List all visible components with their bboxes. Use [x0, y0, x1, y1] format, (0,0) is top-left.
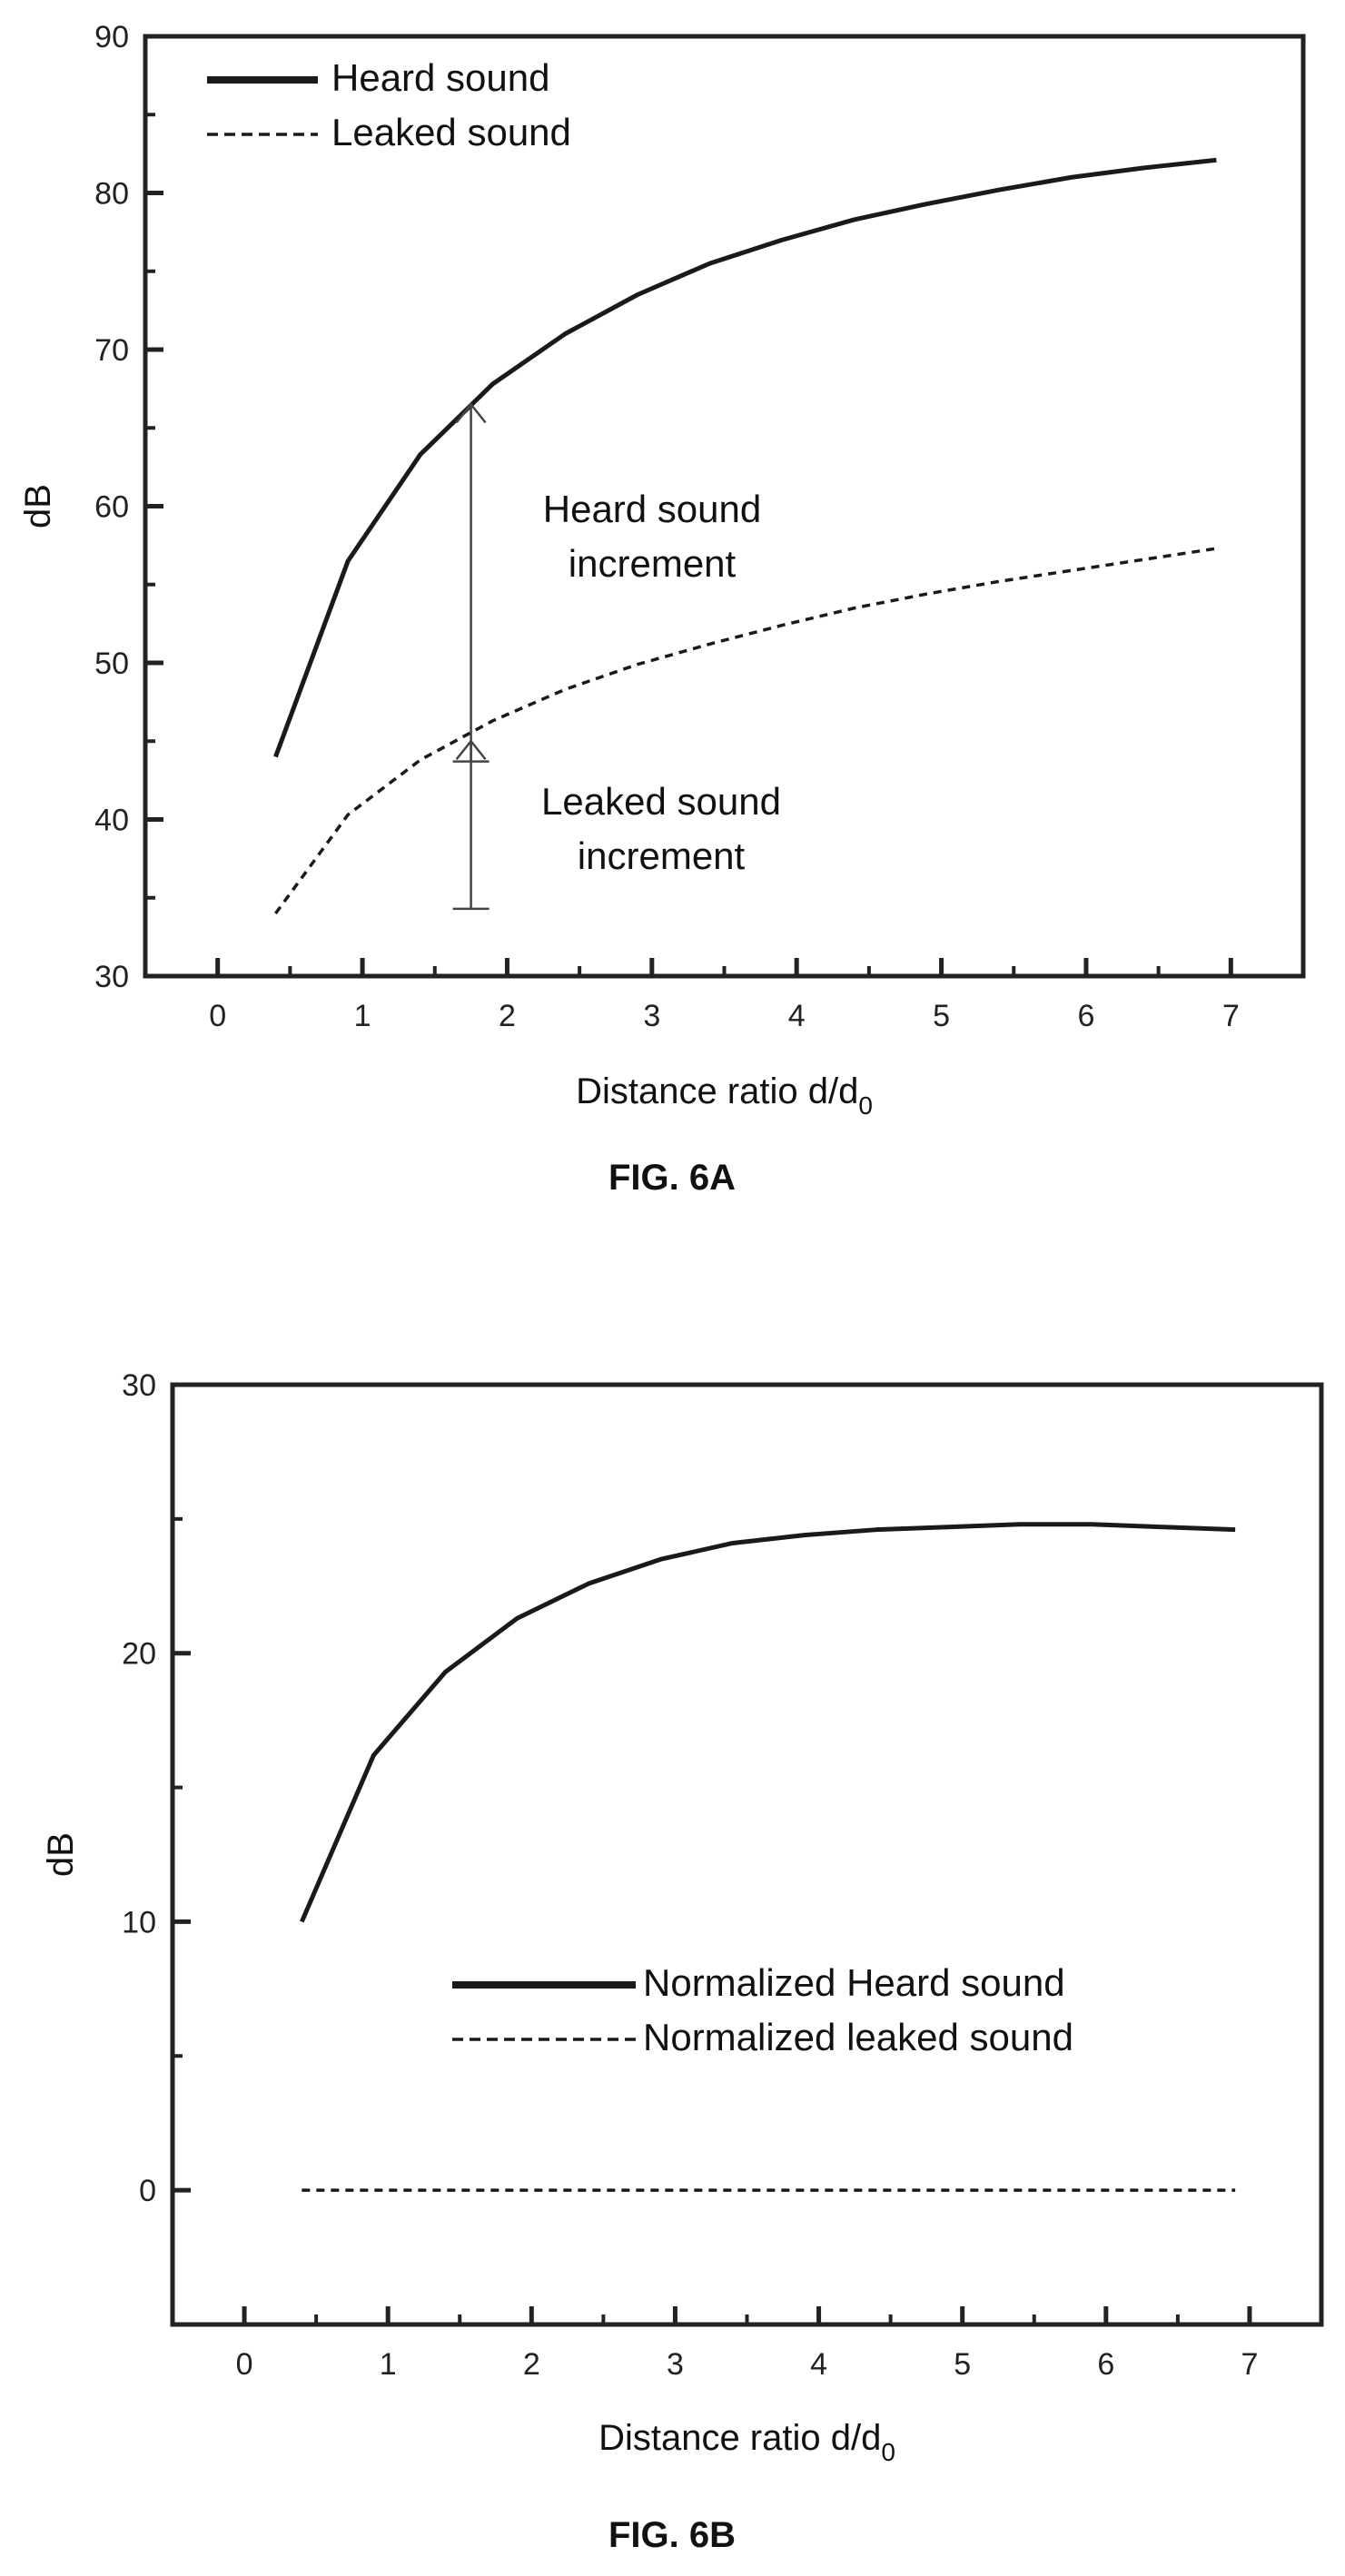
y-axis-title: dB: [41, 1832, 81, 1877]
annotation-arrowhead-1: [455, 402, 487, 424]
legend-label-2: Normalized leaked sound: [643, 2016, 1073, 2058]
x-tick-label: 7: [1241, 2347, 1258, 2382]
y-tick-label: 30: [122, 1368, 156, 1403]
y-tick-label: 0: [139, 2174, 156, 2208]
x-tick-label: 7: [1222, 999, 1240, 1033]
x-axis-title-subscript: 0: [881, 2438, 895, 2466]
chart-2: 0 1 2 3 4 5 6 7 0 10 20 30 Distance ratio d/d0 dB Norm…: [41, 1368, 1324, 2555]
x-axis-title: Distance ratio d/d0: [576, 1071, 873, 1120]
legend-label-1: Normalized Heard sound: [643, 1961, 1065, 2004]
y-tick-label: 70: [94, 333, 129, 368]
y-tick-label: 40: [94, 804, 129, 838]
legend-label-2: Leaked sound: [331, 111, 571, 153]
x-tick-label: 0: [209, 999, 226, 1033]
series-line-1: [273, 157, 1217, 758]
annotation-label-1-line-2: increment: [569, 542, 737, 585]
annotation-arrowhead-2: [455, 739, 487, 761]
annotation-label-2-line-2: increment: [578, 834, 746, 877]
x-tick-label: 4: [788, 999, 806, 1033]
y-tick-label: 20: [122, 1637, 156, 1672]
x-tick-label: 6: [1077, 999, 1094, 1033]
x-tick-label: 0: [236, 2347, 253, 2382]
x-tick-label: 3: [643, 999, 660, 1033]
x-tick-label: 5: [933, 999, 950, 1033]
annotation-label-2-line-1: Leaked sound: [541, 780, 781, 823]
figure-caption: FIG. 6B: [608, 2515, 736, 2555]
x-tick-label: 3: [667, 2347, 684, 2382]
y-tick-label: 50: [94, 646, 129, 681]
figure-caption: FIG. 6A: [608, 1158, 736, 1198]
x-tick-label: 1: [354, 999, 371, 1033]
x-tick-label: 4: [810, 2347, 827, 2382]
series-line-1: [300, 1522, 1236, 1923]
chart-1: 0 1 2 3 4 5 6 7 30 40 50 60 70 80 90 Distance ratio d/d…: [18, 20, 1306, 1198]
x-axis-title-subscript: 0: [858, 1091, 873, 1120]
annotation-label-1-line-1: Heard sound: [543, 488, 762, 530]
y-tick-label: 10: [122, 1905, 156, 1939]
x-tick-label: 2: [523, 2347, 540, 2382]
x-axis-title: Distance ratio d/d0: [598, 2418, 895, 2466]
y-tick-label: 60: [94, 490, 129, 525]
series-line-2: [274, 547, 1217, 915]
y-axis-title: dB: [18, 484, 58, 528]
y-tick-label: 80: [94, 177, 129, 212]
y-tick-label: 30: [94, 960, 129, 994]
x-tick-label: 1: [380, 2347, 397, 2382]
x-tick-label: 5: [954, 2347, 971, 2382]
x-tick-label: 6: [1097, 2347, 1114, 2382]
legend-label-1: Heard sound: [331, 56, 550, 99]
x-tick-label: 2: [499, 999, 516, 1033]
y-tick-label: 90: [94, 20, 129, 54]
